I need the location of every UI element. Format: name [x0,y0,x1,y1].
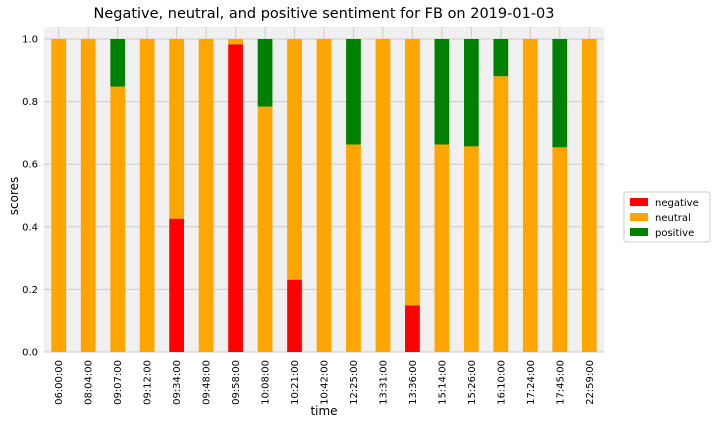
x-tick-label: 15:14:00 [437,360,448,405]
bar-neutral [581,39,597,352]
bar-neutral [169,39,184,219]
bar-neutral [434,144,450,352]
x-tick-label: 12:25:00 [349,360,360,405]
x-tick-label: 22:59:00 [585,360,596,405]
bar-neutral [51,39,67,352]
bar-neutral [139,39,155,352]
bar-neutral [552,147,568,352]
bar-neutral [464,146,479,352]
legend-swatch-positive [630,228,648,236]
bar-neutral [198,39,214,352]
bar-negative [228,44,243,353]
bar-neutral [346,144,361,352]
legend-label-negative: negative [655,198,699,209]
bar-positive [434,39,450,145]
x-tick-label: 09:58:00 [231,360,242,405]
x-tick-label: 15:26:00 [467,360,478,405]
bar-negative [405,305,420,352]
x-tick-label: 10:08:00 [261,360,272,405]
y-axis-label: scores [7,177,21,216]
bar-negative [287,279,302,352]
x-tick-label: 09:07:00 [113,360,124,405]
bar-neutral [405,39,420,306]
bar-neutral [493,76,509,352]
bars [51,39,597,353]
x-tick-label: 17:24:00 [526,360,537,405]
x-tick-label: 16:10:00 [496,360,507,405]
x-tick-label: 10:42:00 [320,360,331,405]
x-tick-label: 13:31:00 [378,360,389,405]
y-tick-label: 0.0 [22,348,38,359]
x-axis-label: time [310,404,337,418]
x-tick-label: 09:34:00 [172,360,183,405]
x-tick-label: 06:00:00 [54,360,65,405]
y-tick-label: 0.8 [22,97,38,108]
bar-positive [257,39,273,107]
bar-negative [169,218,184,352]
x-tick-label: 09:12:00 [143,360,154,405]
legend-label-neutral: neutral [655,213,691,224]
bar-positive [464,39,479,147]
bar-neutral [316,39,332,352]
bar-neutral [228,39,243,45]
bar-neutral [110,86,126,353]
bar-positive [110,39,126,87]
bar-positive [552,39,568,148]
bar-neutral [287,39,302,280]
bar-neutral [257,106,273,352]
x-tick-label: 10:21:00 [290,360,301,405]
bar-positive [493,39,509,77]
x-axis-ticks: 06:00:00 08:04:00 09:07:00 09:12:00 09:34:00… [54,360,596,405]
x-tick-label: 17:45:00 [555,360,566,405]
x-tick-label: 13:36:00 [408,360,419,405]
x-tick-label: 08:04:00 [84,360,95,405]
y-tick-label: 0.4 [22,222,38,233]
y-tick-label: 0.6 [22,160,38,171]
legend-swatch-negative [630,198,648,206]
bar-neutral [80,39,96,352]
chart-title: Negative, neutral, and positive sentimen… [93,6,554,22]
legend-label-positive: positive [655,228,694,239]
legend: negative neutral positive [623,191,711,243]
legend-swatch-neutral [630,213,648,221]
x-tick-label: 09:48:00 [202,360,213,405]
bar-positive [346,39,361,145]
y-axis-ticks: 0.0 0.2 0.4 0.6 0.8 1.0 [22,35,38,359]
y-tick-label: 0.2 [22,285,38,296]
bar-neutral [522,39,538,352]
y-tick-label: 1.0 [22,35,38,46]
bar-neutral [375,39,391,352]
